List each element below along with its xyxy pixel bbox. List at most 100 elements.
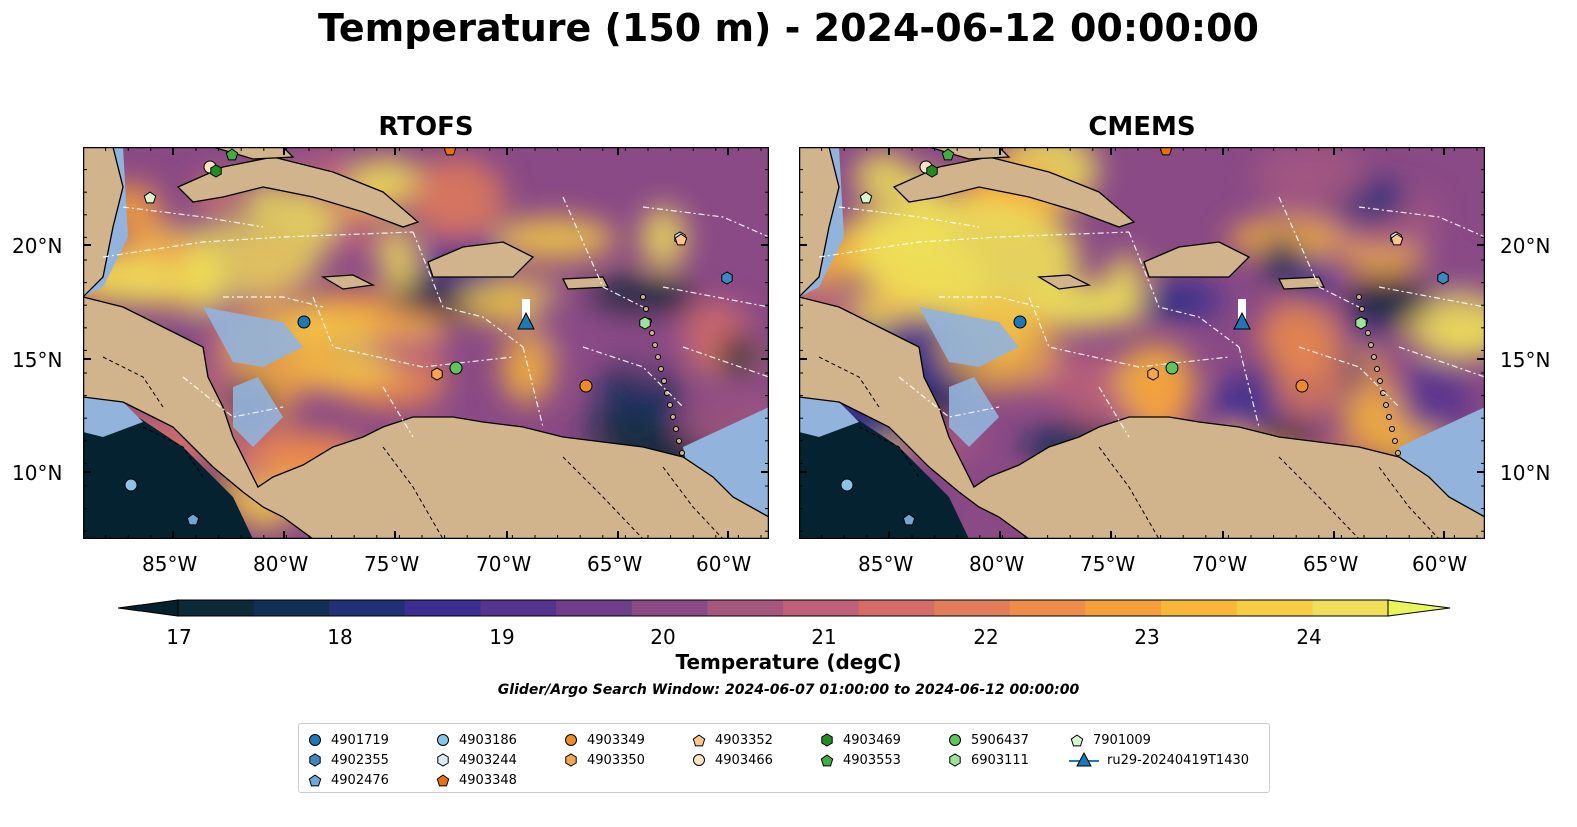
- legend-item-label: ru29-20240419T1430: [1107, 752, 1250, 768]
- float-4903352: [1390, 233, 1404, 246]
- hexagon-marker-icon: [821, 733, 833, 747]
- lesser-antilles-island: [655, 354, 661, 360]
- float-4902476: [902, 513, 916, 526]
- lat-tick-label: 20°N: [12, 234, 63, 258]
- legend-item: 4901719: [307, 730, 389, 750]
- float-4902476: [186, 513, 200, 526]
- float-4903349: [1295, 379, 1309, 393]
- lesser-antilles-island: [1365, 330, 1371, 336]
- colorbar-segment: [934, 600, 1011, 616]
- float-4903352: [674, 233, 688, 246]
- legend-item-label: 4903350: [587, 752, 645, 768]
- eez-boundaries: [818, 196, 1485, 438]
- colorbar-segment: [253, 600, 330, 616]
- colorbar-tick: 17: [166, 625, 192, 649]
- legend-column: 4901719 4902355 4902476: [307, 730, 389, 790]
- lat-tick-label: 10°N: [1500, 461, 1551, 485]
- glider-track: [522, 299, 530, 319]
- lesser-antilles-island: [658, 366, 664, 372]
- lon-tick-label: 70°W: [1192, 552, 1248, 576]
- legend-column: 7901009 ru29-20240419T1430: [1069, 730, 1249, 770]
- legend-item-label: 4901719: [331, 732, 389, 748]
- legend-item: 4903349: [563, 730, 645, 750]
- lesser-antilles-island: [661, 378, 667, 384]
- colorbar-tick: 23: [1134, 625, 1160, 649]
- colorbar-label: Temperature (degC): [675, 650, 902, 674]
- float-4902355: [1437, 271, 1449, 285]
- shelf-area: [83, 397, 143, 437]
- float-4903553: [225, 148, 239, 161]
- legend-item-label: 6903111: [971, 752, 1029, 768]
- glider-track: [1238, 299, 1246, 319]
- land-puerto-rico: [561, 276, 610, 290]
- land-hispaniola: [1143, 241, 1251, 278]
- float-5906437: [449, 361, 463, 375]
- colorbar-segment: [404, 600, 481, 616]
- circle-marker-icon: [949, 734, 961, 746]
- colorbar-segment: [178, 600, 255, 616]
- float-4903553: [941, 148, 955, 161]
- legend-item-label: 4903186: [459, 732, 517, 748]
- float-5906437: [1165, 361, 1179, 375]
- lon-tick-label: 75°W: [364, 552, 420, 576]
- colorbar-segment: [1312, 600, 1389, 616]
- lat-tick-label: 20°N: [1500, 234, 1551, 258]
- lon-tick-label: 85°W: [142, 552, 198, 576]
- legend-item-label: 4902355: [331, 752, 389, 768]
- lesser-antilles-island: [649, 330, 655, 336]
- colorbar-segment: [480, 600, 557, 616]
- legend-item: 4903466: [691, 750, 773, 770]
- colorbar-segment: [1161, 600, 1238, 616]
- colorbar-segment: [858, 600, 935, 616]
- lesser-antilles-island: [1386, 414, 1392, 420]
- legend-item: 4903469: [819, 730, 901, 750]
- land-yucatan: [799, 147, 840, 298]
- lesser-antilles-island: [1368, 342, 1374, 348]
- colorbar-segment: [556, 600, 633, 616]
- legend-item-label: 4903352: [715, 732, 773, 748]
- legend-item: 4903186: [435, 730, 517, 750]
- lesser-antilles-island: [1377, 378, 1383, 384]
- colorbar-outline: [177, 599, 1389, 617]
- legend-column: 4903352 4903466: [691, 730, 773, 770]
- legend-column: 4903186 4903244 4903348: [435, 730, 517, 790]
- axis-ticks: [83, 147, 769, 539]
- colorbar-min-extend: [117, 599, 179, 617]
- map-frame-border: [799, 147, 1485, 539]
- float-4901719: [297, 315, 311, 329]
- float-4903350: [431, 367, 443, 381]
- float-7901009: [143, 191, 157, 204]
- lesser-antilles-island: [1395, 450, 1401, 456]
- legend-item: 4903244: [435, 750, 517, 770]
- lesser-antilles-island: [1389, 426, 1395, 432]
- pentagon-marker-icon: [820, 754, 834, 767]
- shelf-area: [919, 307, 1019, 367]
- legend-item-label: 4903466: [715, 752, 773, 768]
- lesser-antilles-island: [643, 306, 649, 312]
- legend-item: ru29-20240419T1430: [1069, 750, 1249, 770]
- lon-tick-label: 80°W: [969, 552, 1025, 576]
- colorbar-tick: 19: [489, 625, 515, 649]
- colorbar-max-extend: [1387, 599, 1451, 617]
- pacific-deep-water: [799, 397, 969, 539]
- lon-tick-label: 65°W: [587, 552, 643, 576]
- float-4903469: [210, 164, 222, 178]
- pacific-deep-water: [83, 397, 253, 539]
- land-puerto-rico: [1277, 276, 1326, 290]
- legend-item: 5906437: [947, 730, 1029, 750]
- land-hispaniola: [427, 241, 535, 278]
- colorbar-segment: [783, 600, 860, 616]
- circle-marker-icon: [565, 734, 577, 746]
- lesser-antilles-island: [676, 438, 682, 444]
- lon-tick-label: 70°W: [476, 552, 532, 576]
- float-4901719: [1013, 315, 1027, 329]
- legend-item: 4902476: [307, 770, 389, 790]
- shelf-area: [203, 307, 303, 367]
- glider-ru29-marker: [1233, 311, 1251, 330]
- colorbar-segment: [707, 600, 784, 616]
- colorbar-segment: [631, 600, 708, 616]
- legend-item: 4902355: [307, 750, 389, 770]
- legend-column: 4903349 4903350: [563, 730, 645, 770]
- eez-boundaries: [102, 196, 769, 438]
- legend-item-label: 4903349: [587, 732, 645, 748]
